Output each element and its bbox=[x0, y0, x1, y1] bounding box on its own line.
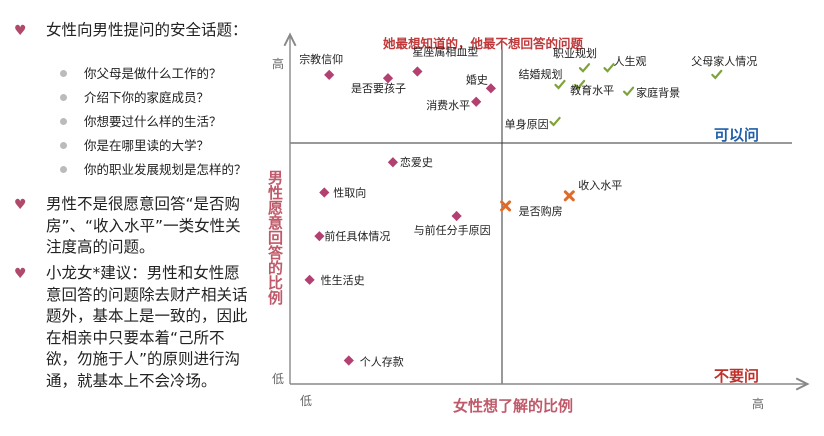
data-points bbox=[304, 63, 723, 366]
x-high-label: 高 bbox=[752, 396, 764, 411]
point-diamond-label: 性生活史 bbox=[321, 273, 365, 287]
question-item: 你想要过什么样的生活？ bbox=[58, 114, 258, 130]
heart-bullet-icon: ♥ bbox=[14, 197, 27, 213]
chart-title: 她最想知道的，他最不想回答的问题 bbox=[383, 36, 584, 51]
question-text: 介绍下你的家庭成员？ bbox=[84, 90, 210, 105]
point-diamond-label: 婚史 bbox=[466, 72, 488, 86]
point-diamond-label: 与前任分手原因 bbox=[414, 223, 491, 237]
point-cross-marker bbox=[563, 190, 575, 202]
point-check-marker bbox=[603, 63, 615, 73]
bullet-dot-icon bbox=[60, 142, 67, 149]
point-diamond-label: 前任具体情况 bbox=[324, 229, 390, 243]
point-check-marker bbox=[574, 79, 586, 90]
point-diamond-marker bbox=[343, 355, 354, 366]
y-high-label: 高 bbox=[272, 56, 284, 71]
question-item: 你父母是做什么工作的？ bbox=[58, 66, 258, 82]
quadrant-no-label: 不要问 bbox=[714, 367, 759, 385]
point-diamond-label: 是否要孩子 bbox=[351, 82, 406, 95]
left-text-panel: ♥ 女性向男性提问的安全话题： 你父母是做什么工作的？ 介绍下你的家庭成员？ 你想要… bbox=[0, 0, 262, 436]
bullet-safe-topics: ♥ 女性向男性提问的安全话题： bbox=[14, 20, 250, 42]
point-check-marker bbox=[711, 69, 723, 80]
point-check-label: 人生观 bbox=[614, 54, 647, 68]
x-axis-title: 女性想了解的比例 bbox=[453, 397, 573, 415]
quadrant-ok-label: 可以问 bbox=[714, 126, 759, 144]
point-diamond-label: 恋爱史 bbox=[400, 155, 433, 169]
question-item: 你的职业发展规划是怎样的？ bbox=[58, 162, 258, 178]
point-check-marker bbox=[554, 79, 566, 90]
question-text: 你父母是做什么工作的？ bbox=[84, 66, 222, 81]
point-diamond-marker bbox=[314, 231, 325, 242]
point-diamond-label: 个人存款 bbox=[360, 354, 404, 368]
point-check-label: 职业规划 bbox=[553, 46, 597, 60]
heart-bullet-icon: ♥ bbox=[14, 23, 27, 39]
point-diamond-label: 宗教信仰 bbox=[299, 52, 343, 66]
bullet-advice: ♥ 小龙女*建议：男性和女性愿意回答的问题除去财产相关话题外，基本上是一致的，因… bbox=[14, 264, 248, 390]
question-list: 你父母是做什么工作的？ 介绍下你的家庭成员？ 你想要过什么样的生活？ 你是在哪里读的大… bbox=[58, 66, 258, 186]
bullet-dot-icon bbox=[60, 118, 67, 125]
point-cross-label: 收入水平 bbox=[578, 178, 622, 192]
point-cross-marker bbox=[500, 200, 512, 212]
quadrant-chart: 她最想知道的，他最不想回答的问题 高 低 低 高 女性想了解的比例 男性愿意回答… bbox=[266, 0, 824, 415]
point-diamond-marker bbox=[319, 187, 330, 198]
heart-bullet-icon: ♥ bbox=[14, 266, 27, 282]
point-check-label: 结婚规划 bbox=[519, 67, 563, 81]
point-check-label: 父母家人情况 bbox=[691, 54, 757, 68]
bullet-dot-icon bbox=[60, 94, 67, 101]
point-cross-label: 是否购房 bbox=[519, 204, 563, 218]
point-diamond-label: 性取向 bbox=[333, 185, 366, 199]
point-diamond-marker bbox=[451, 210, 462, 222]
point-check-marker bbox=[578, 63, 591, 73]
point-diamond-marker bbox=[412, 66, 423, 77]
point-diamond-marker bbox=[387, 157, 398, 168]
point-check-marker bbox=[623, 86, 635, 97]
point-diamond-marker bbox=[304, 274, 315, 285]
y-low-label: 低 bbox=[272, 372, 284, 386]
question-item: 你是在哪里读的大学？ bbox=[58, 138, 258, 154]
question-item: 介绍下你的家庭成员？ bbox=[58, 90, 258, 106]
y-axis-title: 男性愿意回答的比例 bbox=[266, 170, 284, 306]
point-check-marker bbox=[549, 116, 561, 127]
bullet-male-reluctance: ♥ 男性不是很愿意回答“是否购房”、“收入水平”一类女性关注度高的问题。 bbox=[14, 195, 241, 256]
question-text: 你是在哪里读的大学？ bbox=[84, 138, 210, 153]
point-diamond-marker bbox=[324, 69, 335, 80]
point-diamond-marker bbox=[471, 96, 482, 107]
question-text: 你的职业发展规划是怎样的？ bbox=[84, 162, 247, 177]
bullet-dot-icon bbox=[60, 70, 67, 77]
point-check-label: 家庭背景 bbox=[636, 86, 680, 100]
x-low-label: 低 bbox=[300, 394, 312, 408]
bullet-dot-icon bbox=[60, 166, 67, 173]
question-text: 你想要过什么样的生活？ bbox=[84, 114, 222, 129]
point-diamond-label: 消费水平 bbox=[426, 98, 470, 112]
point-check-label: 教育水平 bbox=[570, 83, 614, 97]
point-diamond-label: 星座属相血型 bbox=[412, 45, 478, 59]
point-check-label: 单身原因 bbox=[505, 117, 549, 131]
